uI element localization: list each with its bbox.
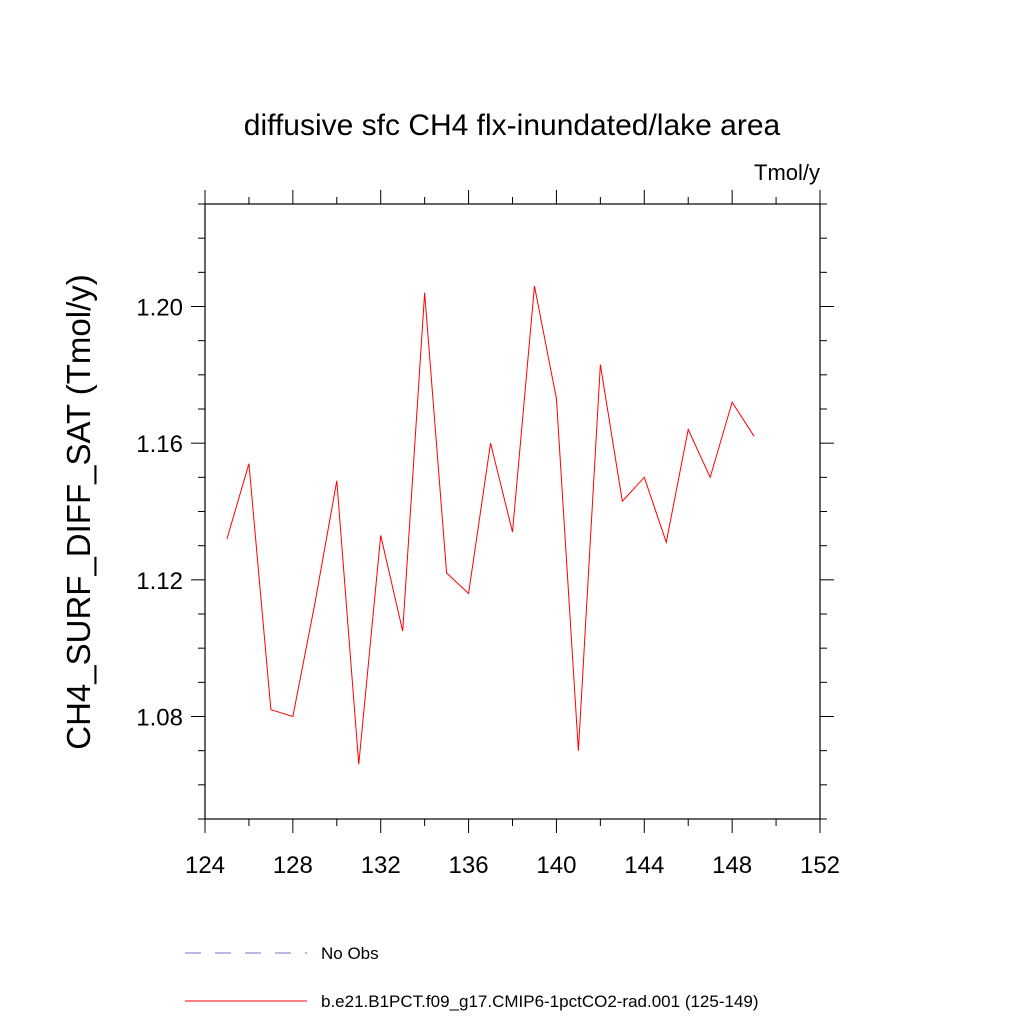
x-tick-label: 140	[536, 852, 576, 879]
x-tick-label: 124	[185, 852, 225, 879]
plot-frame	[204, 203, 821, 820]
x-tick-label: 148	[712, 852, 752, 879]
legend-label-model: b.e21.B1PCT.f09_g17.CMIP6-1pctCO2-rad.00…	[321, 992, 759, 1011]
units-label: Tmol/y	[754, 160, 820, 185]
x-tick-label: 136	[449, 852, 489, 879]
series-line	[226, 285, 755, 765]
y-axis-label: CH4_SURF_DIFF_SAT (Tmol/y)	[60, 274, 97, 750]
x-axis: 124 128 132 136 140 144 148 152	[185, 190, 840, 879]
x-tick-label: 128	[273, 852, 313, 879]
x-tick-label: 132	[361, 852, 401, 879]
y-tick-label: 1.20	[136, 295, 183, 322]
legend-label-no-obs: No Obs	[321, 944, 379, 963]
y-tick-label: 1.12	[136, 568, 183, 595]
plot-area	[226, 285, 755, 765]
x-tick-label: 152	[800, 852, 840, 879]
chart-title: diffusive sfc CH4 flx-inundated/lake are…	[244, 109, 781, 142]
legend: No Obs b.e21.B1PCT.f09_g17.CMIP6-1pctCO2…	[185, 944, 759, 1011]
y-tick-label: 1.08	[136, 705, 183, 732]
y-tick-label: 1.16	[136, 431, 183, 458]
y-axis: 1.08 1.12 1.16 1.20	[136, 203, 834, 820]
x-tick-label: 144	[624, 852, 664, 879]
